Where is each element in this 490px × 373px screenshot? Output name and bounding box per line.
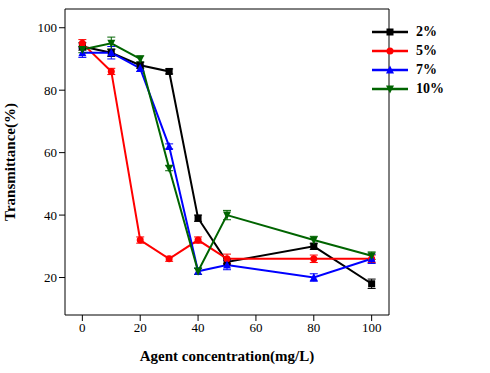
svg-text:0: 0	[79, 320, 86, 335]
svg-text:80: 80	[44, 83, 57, 98]
html-text:10%: 10%	[416, 80, 444, 96]
html-text:7%: 7%	[416, 61, 437, 77]
svg-text:60: 60	[44, 145, 57, 160]
svg-text:20: 20	[134, 320, 147, 335]
svg-text:Transmittance(%): Transmittance(%)	[8, 103, 19, 221]
html-text:2%: 2%	[416, 23, 437, 39]
html-text:5%: 5%	[416, 42, 437, 58]
svg-text:60: 60	[249, 320, 262, 335]
svg-text:40: 40	[192, 320, 205, 335]
svg-text:40: 40	[44, 208, 57, 223]
svg-text:80: 80	[307, 320, 320, 335]
svg-text:Agent concentration(mg/L): Agent concentration(mg/L)	[140, 348, 315, 365]
svg-text:100: 100	[38, 20, 58, 35]
svg-text:100: 100	[362, 320, 382, 335]
svg-text:20: 20	[44, 270, 57, 285]
